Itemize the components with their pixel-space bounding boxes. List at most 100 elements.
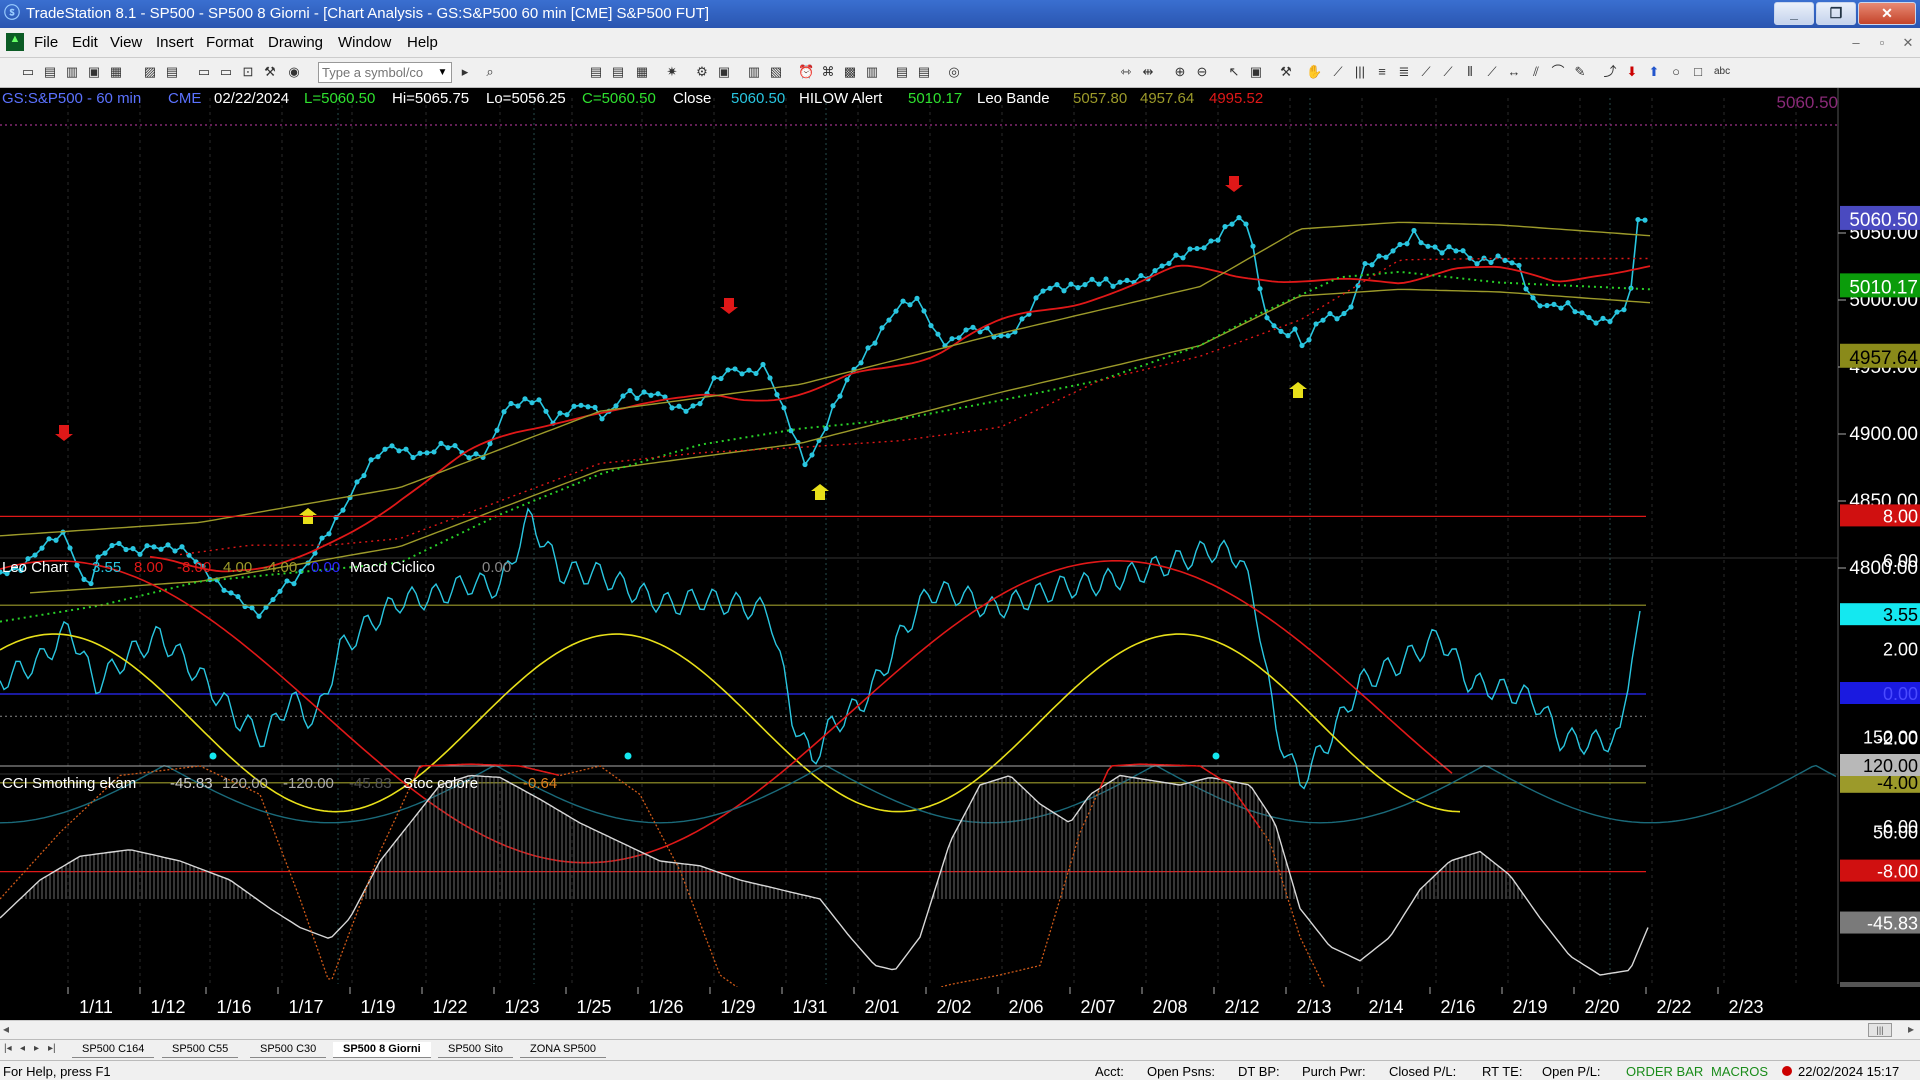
go-arrow-icon[interactable]: ▸ [461, 64, 469, 79]
tab-zona-sp500[interactable]: ZONA SP500 [520, 1042, 607, 1058]
mdi-minimize-button[interactable]: – [1852, 35, 1860, 50]
menu-help[interactable]: Help [407, 34, 438, 51]
horizontal-lines-icon[interactable]: ≡ [1378, 64, 1386, 79]
scroll-thumb[interactable]: ||| [1868, 1023, 1892, 1037]
gann-fan-icon[interactable]: ⟋ [1443, 64, 1453, 79]
symbol-input[interactable] [318, 62, 452, 83]
matrix-icon[interactable]: ▩ [843, 64, 857, 79]
andrews-pitchfork-icon[interactable]: ⫴ [1467, 64, 1473, 79]
tab-sp500-8-giorni[interactable]: SP500 8 Giorni [333, 1042, 431, 1058]
trendline-tool-icon[interactable]: ⟋ [1333, 64, 1343, 79]
mdi-restore-button[interactable]: ▫ [1879, 35, 1885, 50]
zoom-out-icon[interactable]: ⊖ [1196, 64, 1208, 79]
rectangle-icon[interactable]: □ [1694, 64, 1702, 79]
tab-sp500-sito[interactable]: SP500 Sito [438, 1042, 514, 1058]
freehand-icon[interactable]: ✎ [1574, 64, 1586, 79]
macros-button[interactable]: MACROS [1711, 1064, 1769, 1079]
minimize-button[interactable]: _ [1774, 2, 1814, 25]
price-point [277, 588, 283, 594]
tab-sp500-c55[interactable]: SP500 C55 [162, 1042, 239, 1058]
menu-window[interactable]: Window [338, 34, 392, 51]
tab-prev-icon[interactable]: ◂ [20, 1043, 26, 1054]
indicator-icon[interactable]: ▧ [769, 64, 783, 79]
order-bar-button[interactable]: ORDER BAR [1626, 1064, 1704, 1079]
price-point [1418, 240, 1424, 246]
extend-line-icon[interactable]: ↔ [1507, 64, 1521, 79]
channel-icon[interactable]: ⫽ [1533, 64, 1539, 79]
hand-icon[interactable]: ✋ [1306, 64, 1323, 79]
radar-icon[interactable]: ✷ [666, 64, 678, 79]
data-window-icon[interactable]: ◎ [948, 64, 960, 79]
price-point [627, 387, 633, 394]
line-chart-icon[interactable]: ▤ [611, 64, 625, 79]
insert-bars-icon[interactable]: ⇿ [1120, 64, 1132, 79]
open-workspace-icon[interactable]: ▥ [65, 64, 79, 79]
scroll-left-icon[interactable]: ◂ [3, 1022, 10, 1036]
analysis-icon[interactable]: ▣ [717, 64, 731, 79]
alarm-icon[interactable]: ⏰ [798, 64, 815, 79]
text-tool-icon[interactable]: abc [1714, 66, 1731, 77]
chart-area[interactable]: 4800.004850.004900.004950.005000.005050.… [0, 88, 1920, 1046]
menu-insert[interactable]: Insert [156, 34, 194, 51]
new-icon[interactable]: ▭ [21, 64, 35, 79]
tools-icon[interactable]: ⚒ [264, 64, 276, 79]
tradestation-app-icon[interactable]: ⓢ [4, 5, 21, 22]
split-icon[interactable] [925, 64, 941, 80]
restore-button[interactable]: ❐ [1816, 2, 1856, 25]
down-arrow-icon[interactable]: ⬇ [1626, 64, 1638, 79]
chart-window-icon[interactable]: ▲ [6, 33, 24, 51]
symbol-lookup-icon[interactable]: ⌕ [486, 64, 494, 79]
price-point [221, 587, 227, 593]
pointer-icon[interactable]: ↖ [1228, 64, 1240, 79]
tab-sp500-c164[interactable]: SP500 C164 [72, 1042, 155, 1058]
speed-lines-icon[interactable]: ⟋ [1421, 64, 1431, 79]
tab-next-icon[interactable]: ▸ [34, 1043, 40, 1054]
tab-last-icon[interactable]: ▸| [48, 1043, 56, 1054]
chart-select-icon[interactable]: ▣ [1249, 64, 1263, 79]
tab-first-icon[interactable]: |◂ [4, 1043, 12, 1054]
ellipse-icon[interactable]: ○ [1672, 64, 1680, 79]
arc-icon[interactable]: ⌒ [1551, 64, 1565, 79]
menu-edit[interactable]: Edit [72, 34, 98, 51]
table-icon[interactable]: ▦ [635, 64, 649, 79]
save-icon[interactable]: ▨ [143, 64, 157, 79]
lock-icon[interactable]: ⊡ [242, 64, 254, 79]
menu-file[interactable]: File [34, 34, 59, 51]
hotlist-icon[interactable]: ▥ [865, 64, 879, 79]
chart-canvas[interactable]: 4800.004850.004900.004950.005000.005050.… [0, 88, 1920, 1020]
horizontal-scrollbar[interactable]: ◂ ||| ▸ [0, 1020, 1920, 1039]
bar-chart-icon[interactable]: ▤ [589, 64, 603, 79]
vertical-lines-icon[interactable]: ||| [1354, 64, 1366, 79]
hammer-icon[interactable]: ⚒ [1280, 64, 1292, 79]
new-workspace-icon[interactable]: ▣ [87, 64, 101, 79]
cut-icon[interactable]: ▭ [197, 64, 211, 79]
curve-icon[interactable]: ⤴ [1603, 64, 1617, 79]
macd-ciclico-value: 0.00 [482, 559, 512, 576]
format-chart-icon[interactable]: ▥ [747, 64, 761, 79]
menu-format[interactable]: Format [206, 34, 254, 51]
remove-bars-icon[interactable]: ⇹ [1142, 64, 1154, 79]
price-point [753, 370, 759, 377]
folder-icon[interactable]: ▦ [109, 64, 123, 79]
buy-arrow-icon [1289, 382, 1307, 398]
symbol-dropdown-icon[interactable]: ▼ [437, 67, 448, 78]
mdi-close-button[interactable]: ✕ [1902, 35, 1914, 50]
close-button[interactable]: ✕ [1858, 2, 1916, 25]
scanner-icon[interactable]: ⌘ [821, 64, 835, 79]
menu-view[interactable]: View [110, 34, 143, 51]
regression-icon[interactable]: ⟋ [1487, 64, 1497, 79]
up-arrow-icon[interactable]: ⬆ [1648, 64, 1660, 79]
orders-icon[interactable]: ▤ [895, 64, 909, 79]
tab-sp500-c30[interactable]: SP500 C30 [250, 1042, 327, 1058]
fibonacci-icon[interactable]: ≣ [1398, 64, 1410, 79]
scroll-right-icon[interactable]: ▸ [1907, 1022, 1914, 1036]
menu-drawing[interactable]: Drawing [268, 34, 324, 51]
copy-icon[interactable]: ▭ [219, 64, 233, 79]
open-icon[interactable]: ▤ [43, 64, 57, 79]
zoom-in-icon[interactable]: ⊕ [1174, 64, 1186, 79]
print-icon[interactable]: ▤ [165, 64, 179, 79]
globe-icon[interactable]: ◉ [288, 64, 300, 79]
depth-icon[interactable]: ▤ [917, 64, 931, 79]
options-icon[interactable]: ⚙ [696, 64, 708, 79]
osc1-marker-box [1840, 504, 1920, 527]
